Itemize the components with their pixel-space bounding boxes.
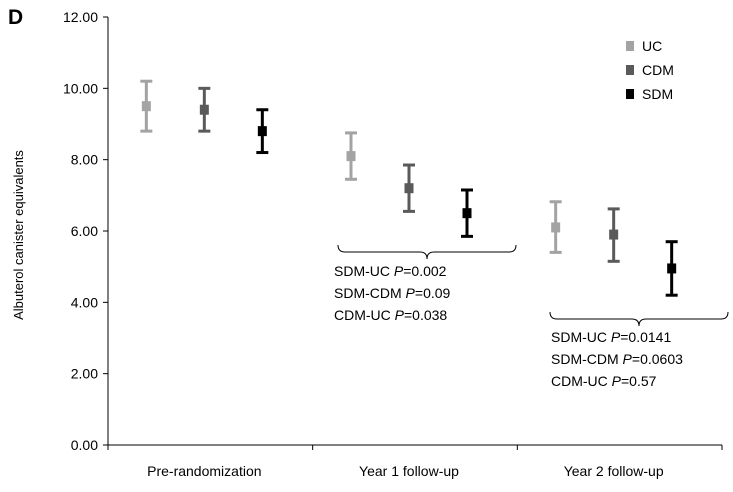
- data-point: [461, 188, 473, 238]
- mean-marker: [551, 222, 561, 233]
- p-value: =0.57: [621, 373, 657, 389]
- y-tick-label: 8.00: [71, 152, 98, 168]
- x-tick-label: Pre-randomization: [147, 463, 261, 479]
- legend-swatch: [626, 65, 634, 75]
- data-point: [607, 207, 620, 263]
- annotation-braces: [337, 244, 729, 327]
- comparison-pair: SDM-UC: [551, 329, 611, 345]
- comparison-pair: SDM-CDM: [334, 285, 406, 301]
- annotation-line: CDM-UC P=0.57: [551, 370, 683, 392]
- legend-swatch: [626, 41, 634, 51]
- y-tick-label: 0.00: [71, 437, 98, 453]
- annotation-line: SDM-UC P=0.002: [334, 260, 450, 282]
- legend-label: CDM: [642, 62, 674, 78]
- y-axis-label: Albuterol canister equivalents: [11, 150, 26, 320]
- annotation-line: SDM-CDM P=0.0603: [551, 348, 683, 370]
- mean-marker: [667, 263, 677, 274]
- data-point: [403, 163, 415, 213]
- p-value: =0.002: [403, 263, 447, 279]
- mean-marker: [404, 183, 414, 194]
- mean-marker: [257, 126, 267, 137]
- p-label: P: [393, 263, 404, 279]
- legend-label: UC: [642, 38, 662, 54]
- data-point: [198, 86, 211, 133]
- mean-marker: [346, 151, 356, 162]
- annotation-line: CDM-UC P=0.038: [334, 304, 450, 326]
- y-tick-label: 12.00: [63, 9, 98, 25]
- comparison-pair: CDM-UC: [551, 373, 612, 389]
- y-tick-label: 2.00: [71, 366, 98, 382]
- y-tick-label: 10.00: [63, 80, 98, 96]
- p-label: P: [405, 285, 415, 301]
- p-label: P: [611, 373, 621, 389]
- data-point: [140, 79, 153, 133]
- mean-marker: [199, 104, 209, 115]
- mean-marker: [141, 101, 151, 112]
- annotation-line: SDM-UC P=0.0141: [551, 326, 683, 348]
- x-tick-label: Year 2 follow-up: [564, 463, 664, 479]
- comparison-pair: SDM-UC: [334, 263, 394, 279]
- y-tick-label: 6.00: [71, 223, 98, 239]
- p-label: P: [622, 351, 632, 367]
- annotation-block: SDM-UC P=0.002 SDM-CDM P=0.09 CDM-UC P=0.0…: [334, 260, 450, 326]
- p-value: =0.0141: [620, 329, 672, 345]
- data-point: [345, 131, 357, 181]
- annotation-brace: [337, 244, 517, 260]
- p-label: P: [394, 307, 404, 323]
- panel-label: D: [8, 6, 24, 29]
- data-point: [256, 108, 269, 155]
- data-marks: [140, 79, 678, 297]
- legend: UC CDM SDM: [626, 38, 674, 102]
- p-value: =0.038: [404, 307, 448, 323]
- comparison-pair: SDM-CDM: [551, 351, 623, 367]
- p-value: =0.0603: [631, 351, 683, 367]
- p-label: P: [610, 329, 621, 345]
- annotation-line: SDM-CDM P=0.09: [334, 282, 450, 304]
- annotation-block: SDM-UC P=0.0141 SDM-CDM P=0.0603 CDM-UC P=…: [551, 326, 683, 392]
- comparison-pair: CDM-UC: [334, 307, 395, 323]
- legend-swatch: [626, 89, 634, 99]
- data-point: [549, 200, 562, 254]
- mean-marker: [462, 208, 472, 219]
- y-tick-label: 4.00: [71, 294, 98, 310]
- legend-label: SDM: [642, 86, 673, 102]
- x-tick-label: Year 1 follow-up: [359, 463, 459, 479]
- p-value: =0.09: [414, 285, 451, 301]
- annotation-brace: [549, 311, 729, 327]
- data-point: [665, 240, 678, 297]
- axes: 0.00 2.00 4.00 6.00 8.00 10.00 12.00 Pre-random…: [63, 9, 723, 479]
- mean-marker: [609, 229, 619, 240]
